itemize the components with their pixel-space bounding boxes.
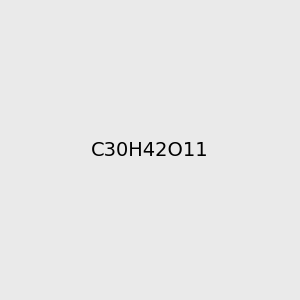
Text: C30H42O11: C30H42O11 — [91, 140, 209, 160]
